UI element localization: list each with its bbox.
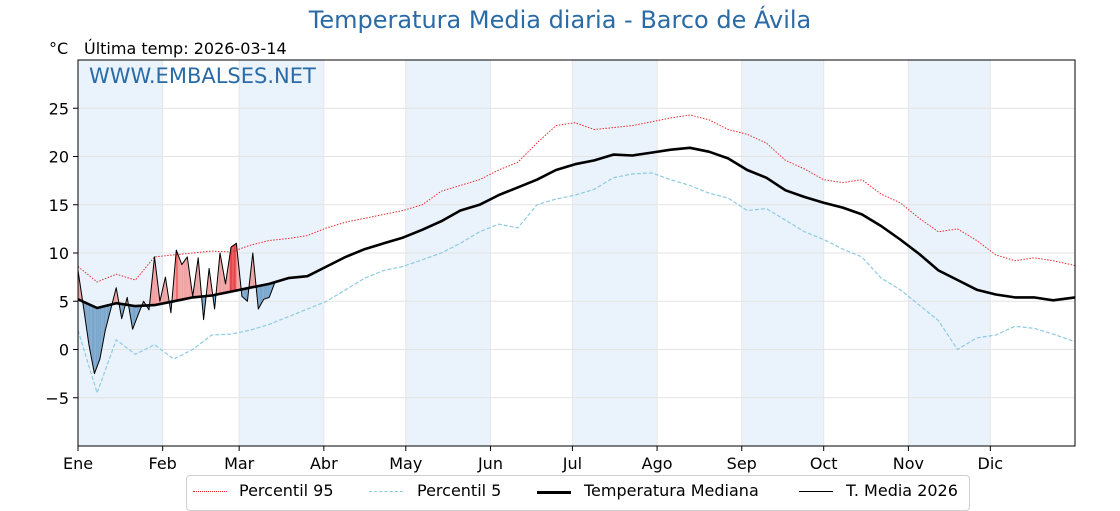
x-tick-label: Feb xyxy=(149,454,177,473)
anomaly-fill xyxy=(267,283,270,298)
anomaly-fill xyxy=(90,304,92,360)
anomaly-fill xyxy=(183,260,185,300)
x-tick-label: Dic xyxy=(978,454,1004,473)
anomaly-fill xyxy=(232,245,234,292)
anomaly-fill xyxy=(138,305,140,315)
y-tick-label: 25 xyxy=(49,99,69,118)
x-tick-label: Oct xyxy=(810,454,838,473)
anomaly-fill xyxy=(105,305,107,331)
anomaly-fill xyxy=(93,306,95,374)
x-tick-label: Sep xyxy=(727,454,757,473)
legend: Percentil 95 Percentil 5 Temperatura Med… xyxy=(186,475,970,511)
anomaly-fill xyxy=(263,284,266,300)
watermark: WWW.EMBALSES.NET xyxy=(89,64,316,88)
anomaly-fill xyxy=(243,288,245,299)
legend-label-p95: Percentil 95 xyxy=(239,481,334,500)
series-line-current xyxy=(77,242,276,375)
anomaly-fill xyxy=(114,287,117,304)
anomaly-fill xyxy=(91,305,93,367)
anomaly-fill xyxy=(97,307,99,367)
anomaly-fill xyxy=(220,253,222,294)
y-tick-label: 15 xyxy=(49,196,69,215)
series-line-p5 xyxy=(77,172,1076,395)
anomaly-fill xyxy=(266,284,268,299)
anomaly-fill xyxy=(226,265,229,293)
anomaly-fill xyxy=(108,304,110,320)
anomaly-fill xyxy=(98,307,100,363)
anomaly-fill xyxy=(251,253,253,288)
anomaly-fill xyxy=(151,270,154,306)
anomaly-fill xyxy=(261,285,263,305)
legend-label-median: Temperatura Mediana xyxy=(584,481,759,500)
y-tick-label: −5 xyxy=(45,389,69,408)
x-tick-label: May xyxy=(389,454,422,473)
anomaly-fill xyxy=(244,288,246,300)
y-unit-label: °C xyxy=(49,39,69,58)
anomaly-fill xyxy=(229,247,231,292)
anomaly-fill xyxy=(218,253,220,295)
legend-swatch-p5 xyxy=(369,491,403,492)
anomaly-fill xyxy=(235,243,237,291)
y-tick-label: 0 xyxy=(59,341,69,360)
anomaly-fill xyxy=(259,285,261,307)
anomaly-fill xyxy=(177,253,180,301)
anomaly-fill xyxy=(185,256,188,299)
x-tick-label: Nov xyxy=(893,454,924,473)
legend-swatch-p95 xyxy=(193,491,227,492)
anomaly-fill xyxy=(102,306,104,345)
anomaly-fill xyxy=(95,307,98,370)
y-tick-label: 20 xyxy=(49,148,69,167)
anomaly-fill xyxy=(233,244,236,291)
x-tick-label: Ago xyxy=(642,454,673,473)
anomaly-fill xyxy=(270,283,272,294)
anomaly-fill xyxy=(176,250,178,301)
y-tick-label: 5 xyxy=(59,292,69,311)
anomaly-fill xyxy=(246,288,248,302)
anomaly-fill xyxy=(179,257,181,301)
anomaly-fill xyxy=(165,277,167,303)
series-line-median xyxy=(77,146,1076,310)
chart-canvas: −5 0 5 10 15 20 25 Ene Feb Mar Abr May Jun Jul Ago Sep O… xyxy=(45,59,1076,473)
y-tick-label: 10 xyxy=(49,244,69,263)
anomaly-fill xyxy=(265,284,267,299)
anomaly-fill xyxy=(184,258,186,299)
legend-swatch-current xyxy=(799,491,833,492)
anomaly-fill xyxy=(209,268,211,296)
x-tick-label: Ene xyxy=(63,454,93,473)
anomaly-fill xyxy=(103,305,106,338)
anomaly-fill xyxy=(88,304,91,352)
anomaly-fill xyxy=(161,289,163,304)
anomaly-fill xyxy=(181,262,184,300)
anomaly-fill xyxy=(262,285,264,302)
anomaly-fill xyxy=(198,257,200,297)
x-tick-label: Jun xyxy=(477,454,503,473)
last-temp-prefix: Última temp: xyxy=(84,39,189,58)
x-tick-label: Abr xyxy=(310,454,338,473)
anomaly-fill xyxy=(131,305,133,330)
anomaly-fill xyxy=(134,305,136,326)
legend-label-current: T. Media 2026 xyxy=(846,481,958,500)
x-tick-label: Jul xyxy=(562,454,582,473)
legend-swatch-median xyxy=(537,491,571,494)
anomaly-fill xyxy=(258,285,260,309)
last-temp-date: 2026-03-14 xyxy=(193,39,287,58)
x-tick-label: Mar xyxy=(224,454,255,473)
anomaly-fill xyxy=(99,307,102,360)
anomaly-fill xyxy=(121,304,124,319)
legend-label-p5: Percentil 5 xyxy=(417,481,502,500)
series-line-p95 xyxy=(77,114,1076,283)
anomaly-fill xyxy=(94,306,96,374)
last-temp-label: Última temp: 2026-03-14 xyxy=(84,39,287,58)
chart-title: Temperatura Media diaria - Barco de Ávil… xyxy=(308,6,812,34)
anomaly-fill xyxy=(180,261,182,300)
anomaly-fill xyxy=(231,246,233,292)
anomaly-fill xyxy=(101,306,103,352)
anomaly-fill xyxy=(132,305,134,330)
